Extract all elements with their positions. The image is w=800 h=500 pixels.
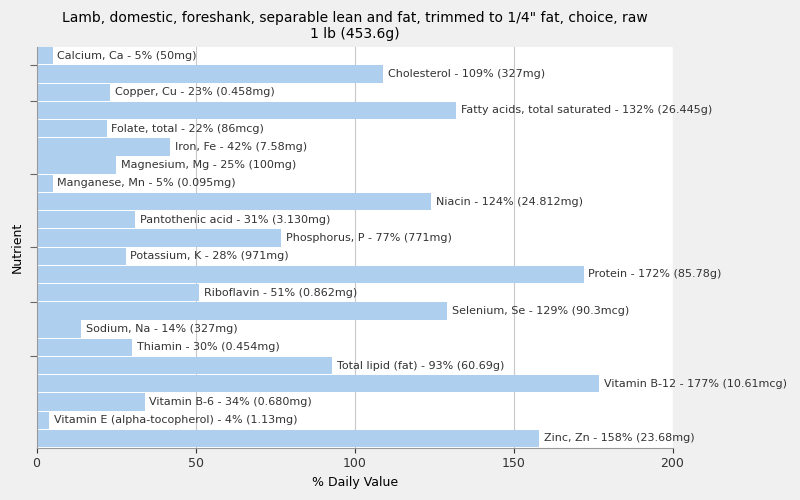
Text: Selenium, Se - 129% (90.3mcg): Selenium, Se - 129% (90.3mcg)	[451, 306, 629, 316]
Bar	[37, 302, 446, 320]
Text: Thiamin - 30% (0.454mg): Thiamin - 30% (0.454mg)	[137, 342, 279, 352]
Text: Cholesterol - 109% (327mg): Cholesterol - 109% (327mg)	[388, 69, 545, 79]
Bar	[37, 120, 106, 138]
Text: Iron, Fe - 42% (7.58mg): Iron, Fe - 42% (7.58mg)	[175, 142, 307, 152]
Text: Fatty acids, total saturated - 132% (26.445g): Fatty acids, total saturated - 132% (26.…	[461, 106, 712, 116]
Bar	[37, 230, 282, 246]
Text: Niacin - 124% (24.812mg): Niacin - 124% (24.812mg)	[436, 196, 582, 206]
Bar	[37, 284, 198, 302]
Text: Vitamin B-6 - 34% (0.680mg): Vitamin B-6 - 34% (0.680mg)	[150, 397, 312, 407]
Text: Vitamin E (alpha-tocopherol) - 4% (1.13mg): Vitamin E (alpha-tocopherol) - 4% (1.13m…	[54, 416, 298, 426]
Text: Sodium, Na - 14% (327mg): Sodium, Na - 14% (327mg)	[86, 324, 238, 334]
Text: Protein - 172% (85.78g): Protein - 172% (85.78g)	[588, 270, 722, 280]
Text: Manganese, Mn - 5% (0.095mg): Manganese, Mn - 5% (0.095mg)	[58, 178, 236, 188]
Bar	[37, 66, 383, 82]
Text: Riboflavin - 51% (0.862mg): Riboflavin - 51% (0.862mg)	[203, 288, 357, 298]
Title: Lamb, domestic, foreshank, separable lean and fat, trimmed to 1/4" fat, choice, : Lamb, domestic, foreshank, separable lea…	[62, 11, 647, 42]
Bar	[37, 211, 135, 228]
Text: Phosphorus, P - 77% (771mg): Phosphorus, P - 77% (771mg)	[286, 233, 452, 243]
Bar	[37, 248, 126, 265]
Text: Pantothenic acid - 31% (3.130mg): Pantothenic acid - 31% (3.130mg)	[140, 215, 330, 225]
X-axis label: % Daily Value: % Daily Value	[311, 476, 398, 489]
Bar	[37, 412, 50, 429]
Bar	[37, 47, 53, 64]
Bar	[37, 174, 53, 192]
Y-axis label: Nutrient: Nutrient	[11, 222, 24, 273]
Bar	[37, 375, 599, 392]
Bar	[37, 138, 170, 156]
Text: Potassium, K - 28% (971mg): Potassium, K - 28% (971mg)	[130, 251, 289, 261]
Text: Vitamin B-12 - 177% (10.61mcg): Vitamin B-12 - 177% (10.61mcg)	[604, 379, 787, 389]
Bar	[37, 338, 132, 356]
Text: Magnesium, Mg - 25% (100mg): Magnesium, Mg - 25% (100mg)	[121, 160, 296, 170]
Bar	[37, 156, 116, 174]
Text: Copper, Cu - 23% (0.458mg): Copper, Cu - 23% (0.458mg)	[114, 87, 274, 97]
Text: Calcium, Ca - 5% (50mg): Calcium, Ca - 5% (50mg)	[58, 51, 197, 61]
Text: Zinc, Zn - 158% (23.68mg): Zinc, Zn - 158% (23.68mg)	[544, 434, 694, 444]
Bar	[37, 84, 110, 101]
Bar	[37, 394, 145, 410]
Bar	[37, 430, 539, 447]
Text: Total lipid (fat) - 93% (60.69g): Total lipid (fat) - 93% (60.69g)	[337, 360, 505, 370]
Text: Folate, total - 22% (86mcg): Folate, total - 22% (86mcg)	[111, 124, 264, 134]
Bar	[37, 102, 456, 119]
Bar	[37, 266, 583, 283]
Bar	[37, 320, 81, 338]
Bar	[37, 357, 332, 374]
Bar	[37, 193, 431, 210]
